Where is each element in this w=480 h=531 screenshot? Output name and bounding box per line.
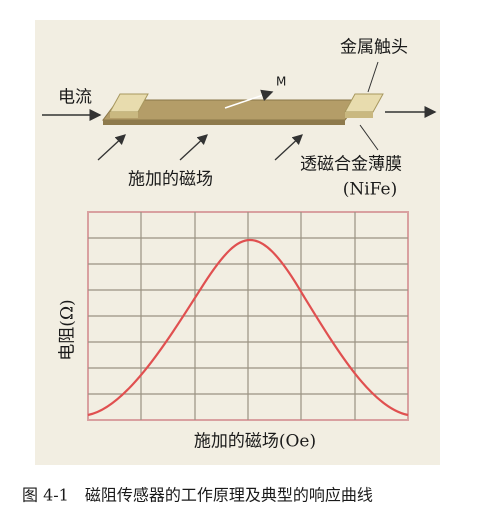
grid [87,211,409,421]
caption: 图 4-1 磁阻传感器的工作原理及典型的响应曲线 [22,486,373,505]
field-label: 施加的磁场 [128,170,213,190]
x-axis-label: 施加的磁场(Oe) [194,432,316,452]
contact-label: 金属触头 [340,38,408,58]
film-label: 透磁合金薄膜 [300,155,402,175]
y-axis-label: 电阻(Ω) [58,299,78,360]
response-curve [87,238,409,417]
current-label: 电流 [58,88,92,108]
sensor [42,61,437,161]
m-label: M [276,75,286,89]
film-material: (NiFe) [343,180,398,200]
